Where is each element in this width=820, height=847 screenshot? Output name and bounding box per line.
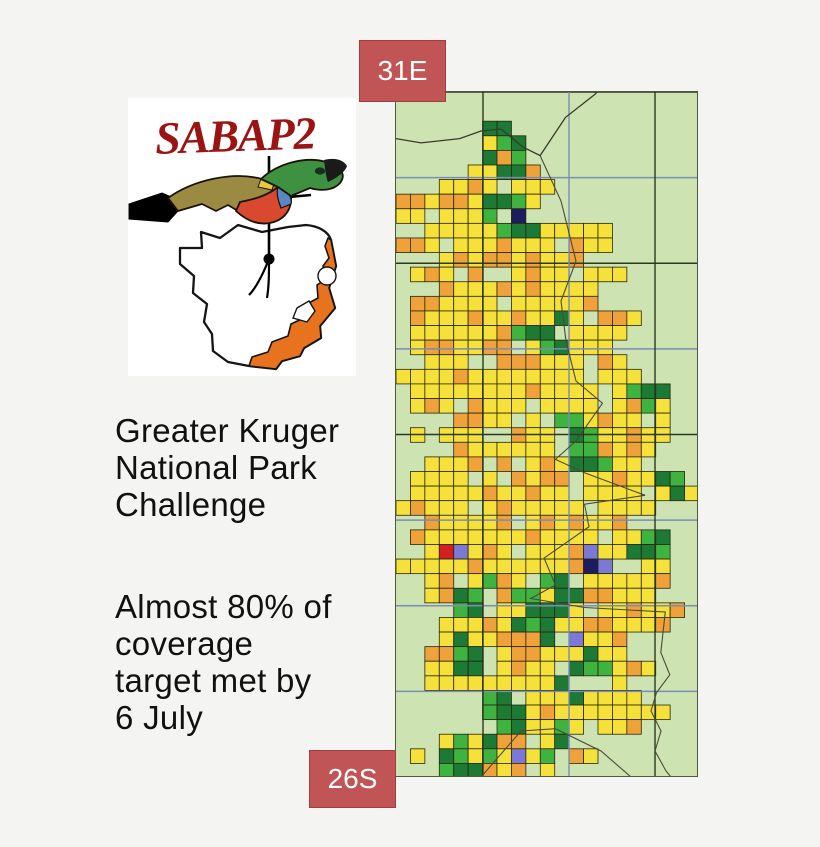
svg-text:SABAP2: SABAP2 — [154, 107, 316, 164]
